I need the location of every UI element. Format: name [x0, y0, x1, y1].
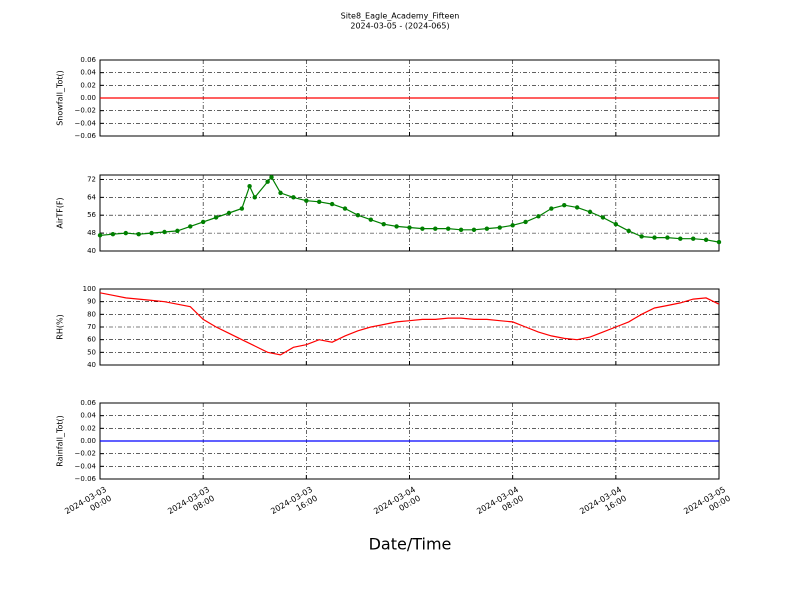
- data-point: [149, 230, 154, 236]
- y-axis-label: Rainfall_Tot(): [56, 415, 65, 467]
- data-point: [355, 213, 361, 218]
- x-axis-label: Date/Time: [369, 535, 452, 554]
- data-point: [291, 195, 296, 200]
- y-tick-label: 0.06: [80, 399, 96, 407]
- data-point: [162, 229, 167, 235]
- y-tick-label: 0.02: [80, 81, 96, 89]
- y-tick-label: 0.04: [80, 412, 96, 420]
- data-point: [433, 226, 438, 231]
- data-point: [269, 175, 274, 180]
- data-point: [252, 195, 257, 200]
- data-point: [407, 225, 412, 230]
- data-point: [536, 214, 541, 219]
- y-tick-label: 50: [87, 348, 96, 356]
- data-point: [329, 201, 335, 207]
- y-tick-label: −0.02: [75, 450, 96, 458]
- data-point: [247, 183, 252, 189]
- data-point: [265, 179, 270, 184]
- data-point: [587, 209, 593, 215]
- data-point: [213, 215, 219, 220]
- y-tick-label: −0.06: [75, 132, 97, 140]
- data-point: [420, 226, 425, 231]
- y-tick-label: 48: [87, 229, 96, 237]
- chart-title: Site8_Eagle_Academy_Fifteen: [341, 12, 460, 21]
- y-tick-label: 0.02: [80, 424, 96, 432]
- data-point: [626, 228, 631, 234]
- y-axis-label: AirTF(F): [56, 197, 65, 228]
- data-point: [716, 239, 722, 245]
- y-tick-label: 100: [83, 285, 96, 293]
- y-tick-label: 0.00: [80, 437, 96, 445]
- data-point: [381, 221, 386, 227]
- data-point: [110, 232, 116, 237]
- y-tick-label: 40: [87, 361, 96, 369]
- data-point: [226, 210, 232, 216]
- data-point: [549, 206, 554, 211]
- plot-frame: [99, 288, 720, 366]
- data-point: [278, 190, 283, 196]
- data-point: [136, 232, 141, 237]
- data-line: [99, 292, 720, 356]
- data-point: [484, 226, 490, 231]
- data-point: [613, 221, 619, 227]
- data-point: [574, 205, 580, 210]
- data-point: [458, 227, 464, 232]
- data-point: [123, 230, 128, 236]
- chart-subtitle: 2024-03-05 - (2024-065): [350, 22, 449, 31]
- y-tick-label: −0.04: [75, 462, 97, 470]
- y-tick-label: −0.04: [75, 119, 97, 127]
- y-tick-label: 0.00: [80, 94, 96, 102]
- data-point: [523, 219, 528, 225]
- y-tick-label: 64: [87, 193, 96, 201]
- data-point: [510, 223, 515, 228]
- data-point: [691, 236, 696, 241]
- data-point: [497, 225, 502, 230]
- data-point: [600, 215, 606, 220]
- data-point: [200, 219, 206, 225]
- data-point: [394, 224, 399, 229]
- data-point: [342, 206, 348, 211]
- data-point: [562, 202, 567, 208]
- data-point: [471, 227, 477, 232]
- y-tick-label: 40: [87, 247, 96, 255]
- data-point: [188, 224, 193, 229]
- y-axis-label: RH(%): [56, 314, 65, 339]
- y-tick-label: −0.02: [75, 107, 96, 115]
- data-point: [97, 233, 103, 238]
- data-point: [703, 237, 709, 243]
- data-point: [639, 234, 644, 239]
- y-tick-label: 0.04: [80, 69, 96, 77]
- plot-frame: [99, 174, 720, 252]
- data-point: [652, 235, 657, 240]
- y-tick-label: 60: [87, 336, 96, 344]
- y-tick-label: 56: [87, 211, 96, 219]
- data-point: [445, 226, 451, 231]
- y-tick-label: 90: [87, 298, 96, 306]
- y-tick-label: 70: [87, 323, 96, 331]
- y-axis-label: Snowfall_Tot(): [56, 70, 65, 126]
- y-tick-label: 80: [87, 310, 96, 318]
- data-point: [665, 235, 670, 240]
- data-point: [317, 199, 322, 205]
- data-point: [304, 198, 309, 203]
- data-point: [368, 217, 374, 222]
- y-tick-label: 72: [87, 175, 96, 183]
- data-point: [678, 236, 683, 241]
- y-tick-label: 0.06: [80, 56, 96, 64]
- y-tick-label: −0.06: [75, 475, 97, 483]
- data-point: [239, 206, 245, 211]
- data-point: [175, 228, 180, 234]
